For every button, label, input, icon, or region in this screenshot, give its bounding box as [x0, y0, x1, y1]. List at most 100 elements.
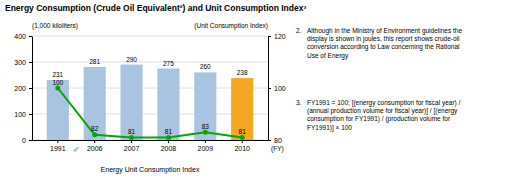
grid-line [32, 62, 268, 63]
axis-break: ∕∕ [72, 144, 80, 154]
chart-svg: 231 281 290 275 260 238 100 82 81 81 83 81 0 100 200 30… [0, 0, 512, 180]
axis-line [32, 37, 33, 141]
data-labels: 231 281 290 275 260 238 100 82 81 81 83 81 [52, 56, 248, 135]
bar-label: 275 [163, 60, 174, 67]
note-text: FY1991 = 100; [(energy consumption for f… [307, 99, 461, 131]
y2-tick-mark [268, 36, 271, 37]
line-label: 82 [91, 125, 99, 132]
y2-tick: 120 [268, 33, 286, 40]
bar [47, 80, 69, 140]
y-tick-label: 200 [14, 85, 26, 92]
y-tick-label: 300 [14, 59, 26, 66]
line-label: 81 [165, 128, 173, 135]
bar-label: 231 [52, 71, 63, 78]
x-axis-label: Energy Unit Consumption Index [101, 166, 200, 174]
note-line: FY1991)] × 100 [307, 124, 352, 132]
axis-line [33, 140, 269, 141]
bar [121, 65, 143, 140]
y-tick: 100 [14, 111, 32, 118]
y-tick-mark [29, 36, 32, 37]
bar [157, 69, 179, 141]
x-tick-mark [57, 140, 58, 143]
x-tick-label: 2010 [234, 145, 250, 152]
x-tick-mark [242, 140, 243, 143]
y2-tick-mark [268, 88, 271, 89]
note-line: Although in the Ministry of Environment … [307, 27, 462, 35]
x-tick: 2010 [234, 140, 250, 152]
bar-label: 281 [89, 58, 100, 65]
line-label: 100 [52, 79, 63, 86]
y2-tick-label: 100 [274, 85, 286, 92]
bar [194, 72, 216, 140]
note-number: 2. [296, 27, 302, 34]
y-tick: 400 [14, 33, 32, 40]
x-tick-label: 2008 [161, 145, 177, 152]
x-tick-mark [168, 140, 169, 143]
bar-label: 260 [200, 63, 211, 70]
x-tick-label: 2009 [198, 145, 214, 152]
x-tick: 2009 [198, 140, 214, 152]
y-tick-label: 400 [14, 33, 26, 40]
line-label: 83 [202, 123, 210, 130]
bar [231, 78, 253, 140]
y-tick: 300 [14, 59, 32, 66]
note: 3. FY1991 = 100; [(energy consumption for… [296, 99, 461, 131]
line-label: 81 [128, 128, 136, 135]
y2-tick: 100 [268, 85, 286, 92]
note-number: 3. [296, 99, 302, 106]
grid [32, 36, 268, 140]
line-marker [203, 130, 208, 135]
note-text: Although in the Ministry of Environment … [307, 27, 462, 59]
note-line: display is shown in joules, this report … [307, 35, 460, 43]
bar [84, 67, 106, 140]
x-tick: 1991 [50, 140, 66, 152]
plot-area [47, 65, 254, 140]
line-marker [55, 86, 60, 91]
line-series [55, 86, 244, 140]
period-label: (FY) [271, 145, 284, 153]
x-tick-label: 2006 [87, 145, 103, 152]
y2-axis: 80 100 120 [268, 33, 286, 144]
grid-line [32, 36, 268, 37]
note: 2. Although in the Ministry of Environmen… [296, 27, 462, 59]
y-tick: 200 [14, 85, 32, 92]
line-marker [240, 135, 245, 140]
x-tick: 2008 [161, 140, 177, 152]
note-line: (annual production volume for fiscal yea… [307, 107, 458, 115]
y-axis-label: (1,000 kiloliters) [32, 22, 78, 30]
y-tick-mark [29, 140, 32, 141]
line-marker [92, 132, 97, 137]
x-tick-label: 1991 [50, 145, 66, 152]
y2-tick: 80 [268, 137, 282, 144]
y2-tick-label: 80 [274, 137, 282, 144]
bar-series [47, 65, 254, 140]
y-tick-mark [29, 62, 32, 63]
x-axis: 1991 2006 2007 2008 2009 2010 [33, 140, 269, 152]
x-tick: 2006 [87, 140, 103, 152]
y-tick-label: 100 [14, 111, 26, 118]
bar-label: 290 [126, 56, 137, 63]
line-label: 81 [239, 128, 247, 135]
line [58, 88, 242, 137]
note-line: conversion according to Law concerning t… [307, 43, 460, 51]
x-tick-mark [205, 140, 206, 143]
y-tick-label: 0 [22, 137, 26, 144]
y-tick-mark [29, 88, 32, 89]
y-tick: 0 [22, 137, 32, 144]
x-tick-label: 2007 [124, 145, 140, 152]
line-marker [129, 135, 134, 140]
note-line: FY1991 = 100; [(energy consumption for f… [307, 99, 461, 107]
y-tick-mark [29, 114, 32, 115]
x-tick: 2007 [124, 140, 140, 152]
y-axis: 0 100 200 300 400 [14, 33, 32, 144]
x-tick-mark [94, 140, 95, 143]
title: Energy Consumption (Crude Oil Equivalent… [5, 3, 306, 13]
y2-tick-label: 120 [274, 33, 286, 40]
texts: Energy Consumption (Crude Oil Equivalent… [5, 3, 462, 174]
note-line: consumption for FY1991) / (production vo… [307, 115, 451, 123]
note-line: Use of Energy [307, 52, 349, 60]
bar-label: 238 [237, 69, 248, 76]
x-tick-mark [131, 140, 132, 143]
y2-axis-label: (Unit Consumption Index) [194, 22, 268, 30]
line-marker [166, 135, 171, 140]
